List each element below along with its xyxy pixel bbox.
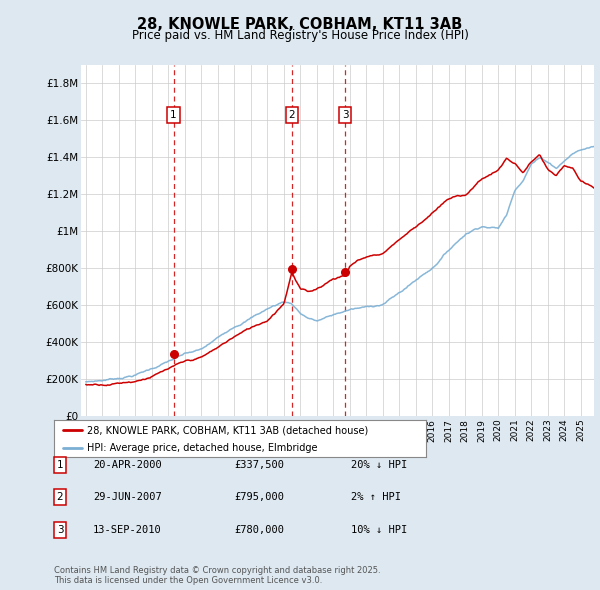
Text: 20% ↓ HPI: 20% ↓ HPI (351, 460, 407, 470)
Text: 20-APR-2000: 20-APR-2000 (93, 460, 162, 470)
Text: 3: 3 (342, 110, 349, 120)
Text: £780,000: £780,000 (234, 525, 284, 535)
Text: 28, KNOWLE PARK, COBHAM, KT11 3AB: 28, KNOWLE PARK, COBHAM, KT11 3AB (137, 17, 463, 31)
Text: 28, KNOWLE PARK, COBHAM, KT11 3AB (detached house): 28, KNOWLE PARK, COBHAM, KT11 3AB (detac… (88, 425, 369, 435)
Text: £795,000: £795,000 (234, 493, 284, 502)
Text: 13-SEP-2010: 13-SEP-2010 (93, 525, 162, 535)
Text: 10% ↓ HPI: 10% ↓ HPI (351, 525, 407, 535)
Text: HPI: Average price, detached house, Elmbridge: HPI: Average price, detached house, Elmb… (88, 443, 318, 453)
Text: 1: 1 (56, 460, 64, 470)
Text: Price paid vs. HM Land Registry's House Price Index (HPI): Price paid vs. HM Land Registry's House … (131, 30, 469, 42)
Text: 1: 1 (170, 110, 177, 120)
Text: £337,500: £337,500 (234, 460, 284, 470)
Text: 29-JUN-2007: 29-JUN-2007 (93, 493, 162, 502)
Text: 3: 3 (56, 525, 64, 535)
Text: 2: 2 (56, 493, 64, 502)
Text: Contains HM Land Registry data © Crown copyright and database right 2025.
This d: Contains HM Land Registry data © Crown c… (54, 566, 380, 585)
Text: 2: 2 (289, 110, 295, 120)
Text: 2% ↑ HPI: 2% ↑ HPI (351, 493, 401, 502)
